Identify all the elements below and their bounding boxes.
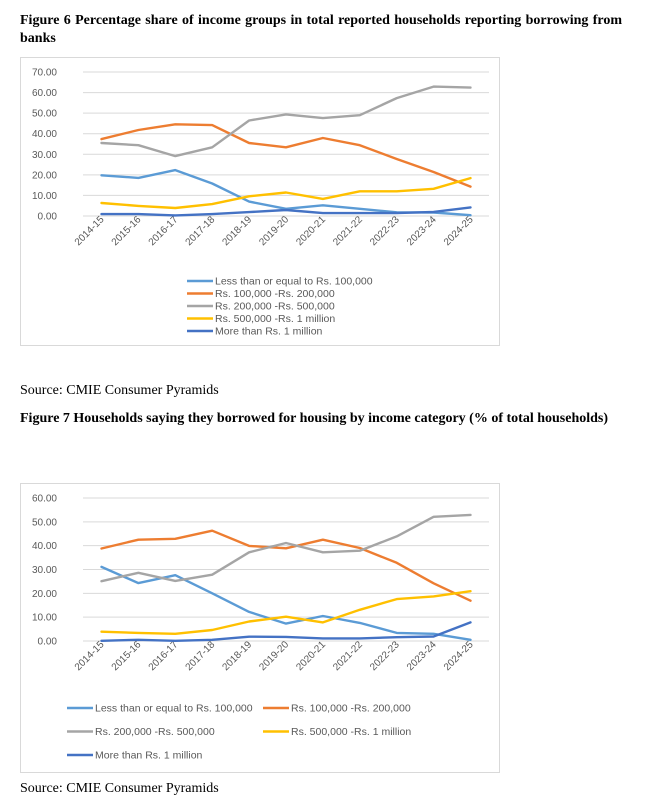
series-line-4 (100, 589, 472, 636)
x-tick-label: 2023-24 (405, 639, 439, 673)
legend-label: Rs. 200,000 -Rs. 500,000 (215, 301, 335, 313)
legend-label: Rs. 100,000 -Rs. 200,000 (291, 703, 411, 715)
y-tick-label: 10.00 (32, 613, 57, 624)
y-tick-label: 20.00 (32, 170, 57, 181)
x-tick-label: 2014-15 (73, 639, 107, 673)
x-tick-label: 2021-22 (331, 639, 365, 673)
x-tick-label: 2018-19 (220, 639, 254, 673)
y-tick-label: 60.00 (32, 494, 57, 505)
legend-label: More than Rs. 1 million (95, 750, 203, 762)
series-line-2 (100, 529, 472, 602)
figure6-source: Source: CMIE Consumer Pyramids (20, 383, 219, 398)
legend-label: Rs. 200,000 -Rs. 500,000 (95, 726, 215, 738)
legend-label: Less than or equal to Rs. 100,000 (95, 703, 253, 715)
x-tick-label: 2018-19 (220, 214, 254, 248)
legend-label: More than Rs. 1 million (215, 326, 323, 338)
y-tick-label: 70.00 (32, 68, 57, 79)
figure7-chart: 0.00 10.00 20.00 30.00 40.00 50.00 60.00 2014-1… (20, 483, 500, 773)
legend-label: Rs. 100,000 -Rs. 200,000 (215, 288, 335, 300)
figure6-line-chart: 0.00 10.00 20.00 30.00 40.00 50.00 60.00 70.00 2… (32, 68, 489, 338)
x-tick-label: 2020-21 (294, 214, 328, 248)
x-tick-label: 2022-23 (368, 214, 402, 248)
x-tick-label: 2016-17 (147, 214, 181, 248)
figure7-line-chart: 0.00 10.00 20.00 30.00 40.00 50.00 60.00 2014-1… (32, 494, 489, 762)
figure7-source: Source: CMIE Consumer Pyramids (20, 781, 219, 796)
x-tick-label: 2023-24 (405, 214, 439, 248)
y-tick-label: 30.00 (32, 565, 57, 576)
series-line-3 (100, 85, 472, 158)
series-line-4 (100, 176, 472, 210)
x-tick-label: 2024-25 (442, 639, 476, 673)
y-tick-label: 10.00 (32, 191, 57, 202)
legend-label: Rs. 500,000 -Rs. 1 million (291, 726, 411, 738)
y-tick-label: 40.00 (32, 541, 57, 552)
y-tick-label: 50.00 (32, 109, 57, 120)
x-tick-label: 2017-18 (184, 639, 218, 673)
x-tick-label: 2022-23 (368, 639, 402, 673)
x-tick-label: 2015-16 (110, 214, 144, 248)
y-tick-label: 0.00 (38, 637, 58, 648)
x-tick-label: 2019-20 (257, 639, 291, 673)
y-tick-label: 60.00 (32, 88, 57, 99)
x-tick-label: 2019-20 (257, 214, 291, 248)
series-line-5 (100, 621, 472, 643)
y-tick-label: 50.00 (32, 517, 57, 528)
figure6-caption: Figure 6 Percentage share of income grou… (20, 13, 622, 46)
figure6-chart: 0.00 10.00 20.00 30.00 40.00 50.00 60.00 70.00 2… (20, 57, 500, 346)
y-tick-label: 30.00 (32, 150, 57, 161)
x-tick-label: 2015-16 (110, 639, 144, 673)
x-tick-label: 2021-22 (331, 214, 365, 248)
x-tick-label: 2016-17 (147, 639, 181, 673)
y-tick-label: 20.00 (32, 589, 57, 600)
figure7-caption: Figure 7 Households saying they borrowed… (20, 411, 609, 426)
x-tick-label: 2024-25 (442, 214, 476, 248)
legend-label: Rs. 500,000 -Rs. 1 million (215, 313, 335, 325)
series-line-3 (100, 513, 472, 583)
legend-label: Less than or equal to Rs. 100,000 (215, 276, 373, 288)
x-tick-label: 2014-15 (73, 214, 107, 248)
series-line-2 (100, 123, 472, 188)
x-tick-label: 2020-21 (294, 639, 328, 673)
series-line-5 (100, 206, 472, 217)
y-tick-label: 0.00 (38, 212, 58, 223)
y-tick-label: 40.00 (32, 129, 57, 140)
x-tick-label: 2017-18 (184, 214, 218, 248)
